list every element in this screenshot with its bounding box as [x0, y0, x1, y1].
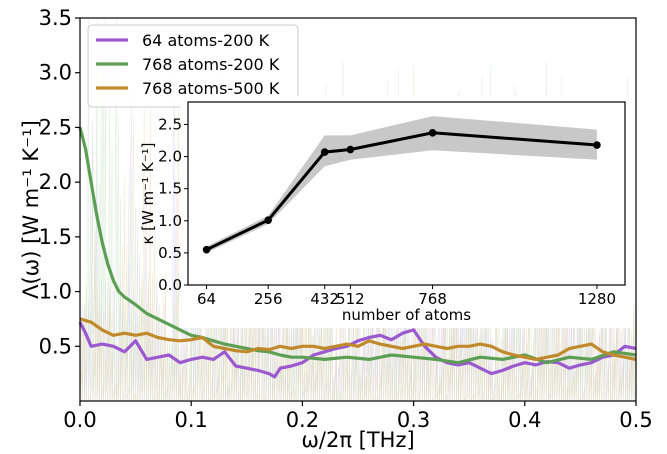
legend-label-2: 768 atoms-200 K [142, 55, 280, 74]
legend: 64 atoms-200 K 768 atoms-200 K 768 atoms-5… [87, 24, 299, 108]
y-tick-label: 3.5 [39, 6, 72, 30]
inset-y-tick-label: 1.5 [158, 180, 182, 198]
main-chart: 0.0 0.1 0.2 0.3 0.4 0.5 0.5 1.0 1.5 2.0 2.5 3.0 3.5 ω… [19, 6, 653, 452]
y-tick-label: 1.5 [39, 225, 72, 249]
kappa-point [593, 141, 601, 149]
inset-y-tick-label: 0.5 [158, 244, 182, 262]
inset-x-tick-label: 432 [310, 290, 339, 308]
kappa-point [428, 129, 437, 137]
x-tick-label: 0.3 [397, 408, 430, 432]
x-tick-label: 0.5 [619, 408, 652, 432]
inset-y-axis-label: κ [W m⁻¹ K⁻¹] [139, 143, 157, 245]
inset-x-tick-label: 1280 [578, 290, 616, 308]
inset-y-tick-label: 2.5 [158, 115, 182, 133]
y-tick-label: 0.5 [39, 334, 72, 358]
y-tick-label: 1.0 [39, 280, 72, 304]
y-tick-label: 2.5 [39, 115, 72, 139]
inset-axes-frame [187, 101, 626, 286]
x-tick-label: 0.2 [286, 408, 319, 432]
kappa-point [320, 148, 329, 156]
inset-x-axis-label: number of atoms [342, 306, 471, 324]
inset-y-tick-label: 0.0 [158, 276, 182, 294]
legend-label-3: 768 atoms-500 K [142, 79, 280, 98]
inset-x-tick-label: 768 [418, 290, 447, 308]
kappa-point [202, 245, 211, 254]
inset-y-tick-label: 1.0 [158, 212, 182, 230]
y-axis-label: Λ(ω) [W m⁻¹ K⁻¹] [19, 120, 43, 299]
x-tick-label: 0.4 [508, 408, 541, 432]
series-line-3 [79, 317, 637, 361]
inset-x-tick-label: 512 [336, 290, 365, 308]
y-tick-label: 3.0 [39, 61, 72, 85]
x-tick-label: 0.1 [174, 408, 207, 432]
x-tick-label: 0.0 [63, 408, 96, 432]
uncertainty-band [206, 116, 597, 253]
legend-label-1: 64 atoms-200 K [142, 31, 270, 50]
y-tick-label: 2.0 [39, 170, 72, 194]
inset-x-tick-label: 256 [254, 290, 283, 308]
inset-y-tick-label: 2.0 [158, 148, 182, 166]
kappa-point [264, 216, 272, 224]
kappa-line [205, 131, 598, 252]
x-axis-label: ω/2π [THz] [301, 428, 414, 452]
inset-x-tick-label: 64 [197, 290, 216, 308]
kappa-point [346, 145, 355, 154]
series-line-1 [78, 321, 637, 379]
main-axes-frame [79, 17, 637, 402]
